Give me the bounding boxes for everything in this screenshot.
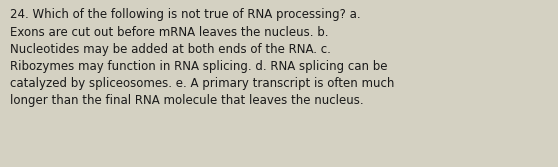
Text: 24. Which of the following is not true of RNA processing? a.
Exons are cut out b: 24. Which of the following is not true o… <box>10 8 395 107</box>
